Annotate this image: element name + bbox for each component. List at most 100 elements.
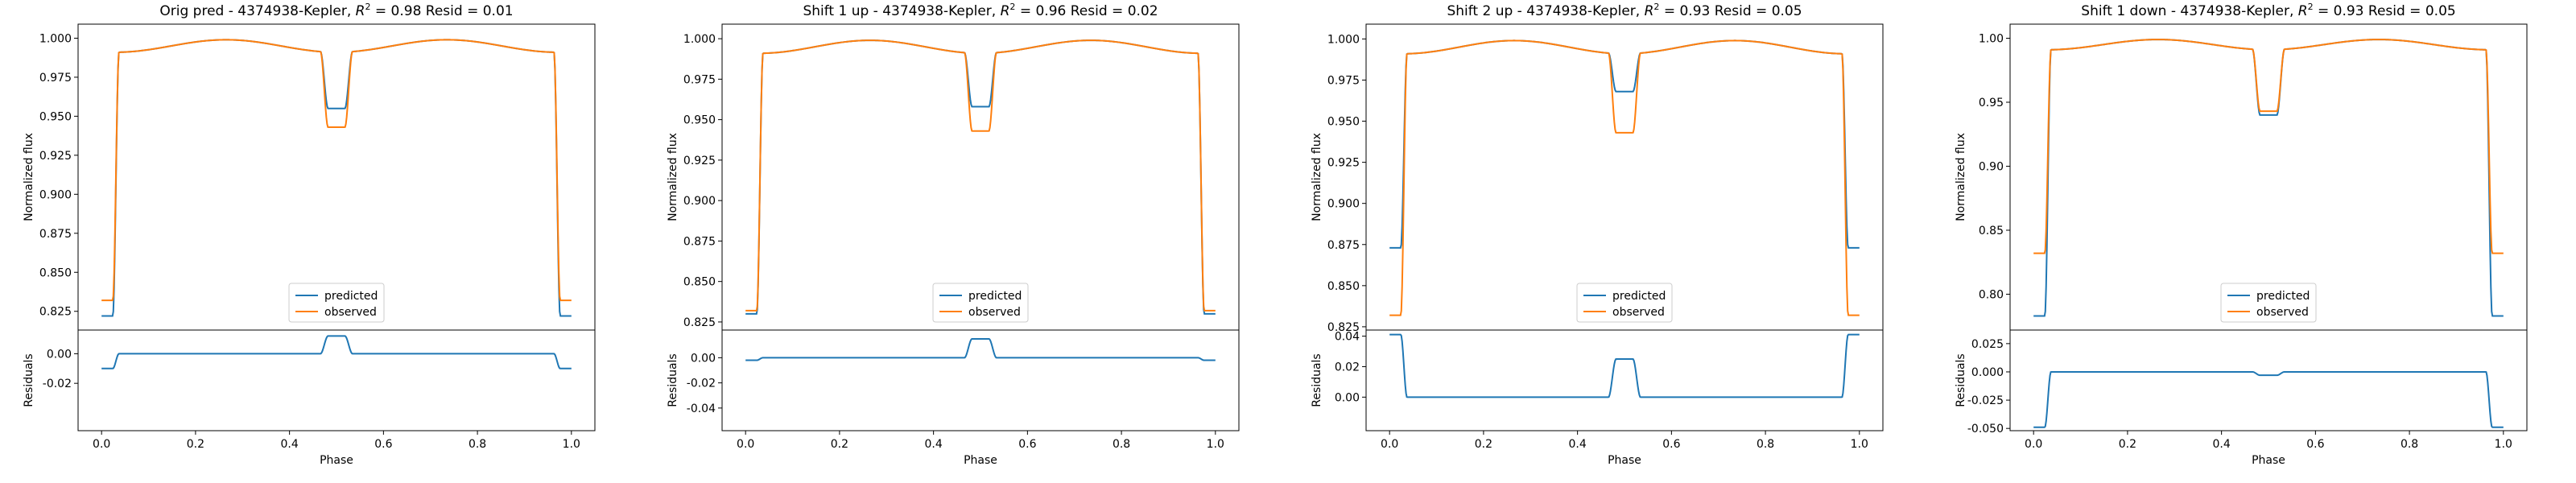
chart-title: Orig pred - 4374938-Kepler, R2 = 0.98 Re…: [159, 2, 513, 19]
x-tick-label: 0.6: [2306, 438, 2324, 451]
legend-label-observed: observed: [1612, 306, 1665, 319]
r2-symbol: R: [351, 3, 365, 19]
r2-value: 0.98: [391, 3, 422, 19]
resid-y-tick-label: 0.00: [1335, 391, 1360, 404]
series-line-predicted: [745, 39, 1216, 315]
r2-equals: =: [370, 3, 390, 19]
residual-line: [2033, 370, 2504, 428]
y-tick-label: 0.950: [39, 110, 72, 123]
r2-value: 0.96: [1035, 3, 1066, 19]
resid-prefix: Resid =: [1066, 3, 1127, 19]
x-tick-label: 1.0: [1851, 438, 1868, 451]
series-line-observed: [101, 39, 572, 302]
resid-y-tick-label: 0.02: [1335, 361, 1360, 374]
resid-axes-frame: [1365, 329, 1884, 431]
chart-panel-3: Shift 2 up - 4374938-Kepler, R2 = 0.93 R…: [1311, 2, 1884, 467]
y-tick-label: 0.850: [683, 276, 716, 289]
x-tick-label: 0.4: [925, 438, 943, 451]
y-tick-label: 0.950: [683, 114, 716, 127]
x-tick-label: 0.2: [187, 438, 204, 451]
y-axis-label: Normalized flux: [1955, 133, 1967, 221]
resid-axes-frame: [77, 329, 596, 431]
y-axis-label: Normalized flux: [667, 133, 679, 221]
resid-axes-frame: [721, 329, 1240, 431]
residual-line: [101, 335, 572, 369]
r2-exponent: 2: [365, 2, 370, 12]
resid-y-axis-label: Residuals: [23, 353, 35, 407]
title-prefix: Shift 1 up - 4374938-Kepler,: [803, 3, 996, 19]
resid-y-tick-label: -0.04: [687, 402, 716, 415]
chart-panel-1: Orig pred - 4374938-Kepler, R2 = 0.98 Re…: [23, 2, 596, 467]
x-tick-label: 0.2: [1475, 438, 1492, 451]
y-tick-label: 0.850: [1327, 280, 1360, 293]
x-tick-label: 0.4: [1569, 438, 1587, 451]
y-tick-label: 0.950: [1327, 116, 1360, 129]
legend-label-predicted: predicted: [1612, 290, 1666, 303]
y-tick-label: 0.875: [1327, 239, 1360, 252]
x-tick-label: 0.2: [831, 438, 848, 451]
chart-panel-2: Shift 1 up - 4374938-Kepler, R2 = 0.96 R…: [667, 2, 1240, 467]
y-tick-label: 0.825: [683, 316, 716, 329]
resid-y-axis-label: Residuals: [1955, 353, 1967, 407]
y-tick-label: 0.900: [1327, 198, 1360, 211]
resid-y-tick-label: 0.04: [1335, 331, 1360, 344]
r2-symbol: R: [996, 3, 1009, 19]
x-tick-label: 0.6: [1018, 438, 1036, 451]
y-tick-label: 0.875: [683, 235, 716, 248]
y-tick-label: 0.900: [683, 195, 716, 208]
resid-y-tick-label: 0.00: [691, 352, 716, 365]
legend-label-observed: observed: [2256, 306, 2309, 319]
x-tick-label: 0.4: [2213, 438, 2231, 451]
y-tick-label: 1.000: [683, 33, 716, 46]
resid-y-tick-label: -0.025: [1967, 394, 2004, 407]
y-tick-label: 0.925: [1327, 157, 1360, 170]
title-prefix: Orig pred - 4374938-Kepler,: [159, 3, 351, 19]
x-tick-label: 0.0: [2025, 438, 2042, 451]
series-line-observed: [2033, 39, 2504, 254]
x-tick-label: 0.0: [737, 438, 754, 451]
x-tick-label: 0.8: [1757, 438, 1774, 451]
title-prefix: Shift 2 up - 4374938-Kepler,: [1447, 3, 1640, 19]
x-tick-label: 0.6: [1662, 438, 1680, 451]
r2-equals: =: [2314, 3, 2334, 19]
y-tick-label: 0.975: [1327, 74, 1360, 87]
resid-y-tick-label: 0.025: [1971, 338, 2004, 351]
residual-line: [1389, 333, 1860, 398]
x-tick-label: 1.0: [1207, 438, 1224, 451]
series-line-observed: [745, 39, 1216, 312]
y-tick-label: 0.975: [39, 72, 72, 85]
series-line-predicted: [2033, 39, 2504, 317]
x-axis-label: Phase: [964, 454, 997, 467]
r2-value: 0.93: [1679, 3, 1710, 19]
legend-label-predicted: predicted: [968, 290, 1022, 303]
r2-value: 0.93: [2334, 3, 2364, 19]
chart-panel-4: Shift 1 down - 4374938-Kepler, R2 = 0.93…: [1955, 2, 2528, 467]
x-tick-label: 0.2: [2119, 438, 2136, 451]
resid-value: 0.05: [1772, 3, 1802, 19]
y-tick-label: 1.000: [39, 32, 72, 45]
title-prefix: Shift 1 down - 4374938-Kepler,: [2081, 3, 2293, 19]
chart-title: Shift 2 up - 4374938-Kepler, R2 = 0.93 R…: [1447, 2, 1802, 19]
r2-exponent: 2: [2308, 2, 2314, 12]
x-tick-label: 0.8: [469, 438, 486, 451]
x-tick-label: 0.0: [1381, 438, 1398, 451]
y-tick-label: 0.80: [1979, 288, 2004, 301]
x-axis-label: Phase: [320, 454, 353, 467]
x-tick-label: 0.0: [93, 438, 110, 451]
x-tick-label: 1.0: [563, 438, 580, 451]
y-tick-label: 0.925: [39, 150, 72, 163]
chart-title: Shift 1 down - 4374938-Kepler, R2 = 0.93…: [2081, 2, 2455, 19]
y-tick-label: 0.900: [39, 188, 72, 201]
x-tick-label: 0.6: [374, 438, 392, 451]
resid-y-axis-label: Residuals: [1311, 353, 1323, 407]
resid-value: 0.01: [483, 3, 514, 19]
resid-y-tick-label: 0.00: [47, 348, 72, 361]
resid-axes-frame: [2009, 329, 2528, 431]
y-tick-label: 0.925: [683, 155, 716, 167]
y-tick-label: 0.90: [1979, 160, 2004, 173]
legend-label-observed: observed: [324, 306, 377, 319]
resid-prefix: Resid =: [421, 3, 482, 19]
y-axis-label: Normalized flux: [23, 133, 35, 221]
y-axis-label: Normalized flux: [1311, 133, 1323, 221]
series-line-observed: [1389, 39, 1860, 316]
